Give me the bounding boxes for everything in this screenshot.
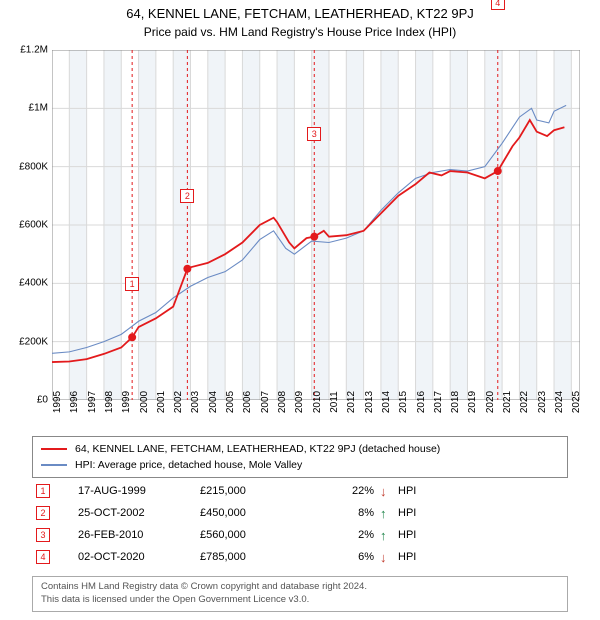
sale-date: 26-FEB-2010 [50, 529, 200, 541]
y-tick-label: £0 [37, 395, 48, 406]
sale-pct: 8% [320, 507, 380, 519]
chart-area: £0£200K£400K£600K£800K£1M£1.2M 199519961… [52, 50, 580, 400]
footer-line1: Contains HM Land Registry data © Crown c… [41, 581, 559, 594]
sale-vs-label: HPI [394, 507, 416, 519]
sale-price: £785,000 [200, 551, 320, 563]
sale-price: £215,000 [200, 485, 320, 497]
x-tick-label: 2022 [519, 391, 530, 413]
footer-attribution: Contains HM Land Registry data © Crown c… [32, 576, 568, 612]
legend-swatch-price-paid [41, 448, 67, 451]
sale-arrow-icon: ↑ [380, 506, 394, 521]
y-tick-label: £1.2M [20, 45, 48, 56]
sale-vs-label: HPI [394, 551, 416, 563]
legend-label-price-paid: 64, KENNEL LANE, FETCHAM, LEATHERHEAD, K… [75, 443, 440, 455]
y-tick-label: £200K [19, 336, 48, 347]
y-tick-label: £600K [19, 220, 48, 231]
title-address: 64, KENNEL LANE, FETCHAM, LEATHERHEAD, K… [0, 6, 600, 21]
figure-container: 64, KENNEL LANE, FETCHAM, LEATHERHEAD, K… [0, 0, 600, 620]
sale-pct: 2% [320, 529, 380, 541]
legend-box: 64, KENNEL LANE, FETCHAM, LEATHERHEAD, K… [32, 436, 568, 478]
sale-arrow-icon: ↓ [380, 484, 394, 499]
x-tick-label: 2001 [156, 391, 167, 413]
x-tick-label: 2020 [485, 391, 496, 413]
x-tick-label: 2015 [398, 391, 409, 413]
sales-table: 117-AUG-1999£215,00022%↓HPI225-OCT-2002£… [32, 480, 568, 568]
y-tick-label: £400K [19, 278, 48, 289]
x-tick-label: 2009 [294, 391, 305, 413]
sale-pct: 6% [320, 551, 380, 563]
sale-date: 02-OCT-2020 [50, 551, 200, 563]
x-tick-label: 2008 [277, 391, 288, 413]
sale-price: £560,000 [200, 529, 320, 541]
y-tick-label: £1M [29, 103, 48, 114]
sale-marker-2: 2 [180, 189, 194, 203]
sale-marker-box: 3 [36, 528, 50, 542]
legend-label-hpi: HPI: Average price, detached house, Mole… [75, 459, 302, 471]
sale-marker-3: 3 [307, 127, 321, 141]
sale-marker-1: 1 [125, 277, 139, 291]
sale-arrow-icon: ↑ [380, 528, 394, 543]
x-tick-label: 2002 [173, 391, 184, 413]
x-tick-label: 2007 [260, 391, 271, 413]
sale-vs-label: HPI [394, 485, 416, 497]
sale-pct: 22% [320, 485, 380, 497]
title-block: 64, KENNEL LANE, FETCHAM, LEATHERHEAD, K… [0, 0, 600, 39]
x-tick-label: 2023 [537, 391, 548, 413]
sale-vs-label: HPI [394, 529, 416, 541]
footer-line2: This data is licensed under the Open Gov… [41, 594, 559, 607]
x-tick-label: 2003 [190, 391, 201, 413]
x-tick-label: 2000 [139, 391, 150, 413]
x-tick-label: 2025 [571, 391, 582, 413]
title-subtitle: Price paid vs. HM Land Registry's House … [0, 25, 600, 39]
sale-marker-box: 1 [36, 484, 50, 498]
sale-price: £450,000 [200, 507, 320, 519]
legend-row-price-paid: 64, KENNEL LANE, FETCHAM, LEATHERHEAD, K… [41, 441, 559, 457]
sale-arrow-icon: ↓ [380, 550, 394, 565]
sale-date: 25-OCT-2002 [50, 507, 200, 519]
chart-svg [52, 50, 580, 400]
sales-row-3: 326-FEB-2010£560,0002%↑HPI [32, 524, 568, 546]
x-tick-label: 2011 [329, 391, 340, 413]
x-tick-label: 1999 [121, 391, 132, 413]
x-tick-label: 1998 [104, 391, 115, 413]
sale-marker-box: 4 [36, 550, 50, 564]
x-tick-label: 2018 [450, 391, 461, 413]
x-tick-label: 1995 [52, 391, 63, 413]
x-tick-label: 1997 [87, 391, 98, 413]
x-tick-label: 2019 [467, 391, 478, 413]
y-tick-label: £800K [19, 161, 48, 172]
x-tick-label: 2005 [225, 391, 236, 413]
sales-row-2: 225-OCT-2002£450,0008%↑HPI [32, 502, 568, 524]
x-tick-label: 2006 [242, 391, 253, 413]
x-tick-label: 1996 [69, 391, 80, 413]
legend-swatch-hpi [41, 464, 67, 466]
sale-marker-4: 4 [491, 0, 505, 10]
x-tick-label: 2014 [381, 391, 392, 413]
x-tick-label: 2016 [416, 391, 427, 413]
sales-row-4: 402-OCT-2020£785,0006%↓HPI [32, 546, 568, 568]
sale-date: 17-AUG-1999 [50, 485, 200, 497]
x-tick-label: 2010 [312, 391, 323, 413]
sales-row-1: 117-AUG-1999£215,00022%↓HPI [32, 480, 568, 502]
x-tick-label: 2004 [208, 391, 219, 413]
legend-row-hpi: HPI: Average price, detached house, Mole… [41, 457, 559, 473]
x-tick-label: 2012 [346, 391, 357, 413]
sale-marker-box: 2 [36, 506, 50, 520]
x-tick-label: 2024 [554, 391, 565, 413]
x-tick-label: 2017 [433, 391, 444, 413]
x-tick-label: 2013 [364, 391, 375, 413]
x-tick-label: 2021 [502, 391, 513, 413]
